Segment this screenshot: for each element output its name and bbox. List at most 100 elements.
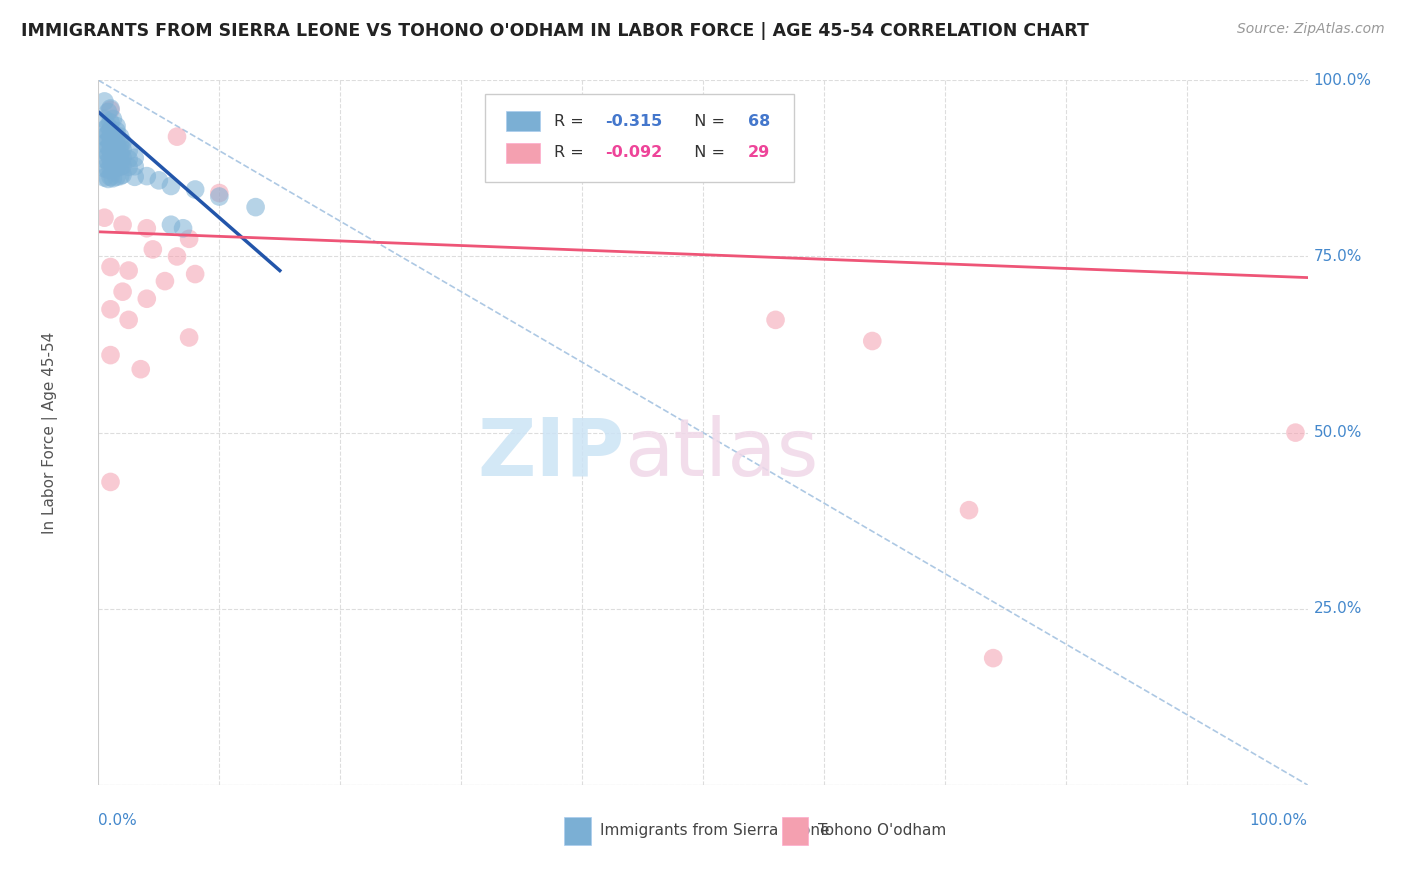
- Point: [97, 133, 120, 147]
- Point: [100, 103, 122, 117]
- Point: [100, 161, 122, 175]
- Point: [97, 147, 120, 161]
- Text: ZIP: ZIP: [477, 415, 624, 492]
- Point: [135, 169, 157, 183]
- Point: [93, 112, 115, 126]
- Point: [118, 160, 141, 174]
- Text: 50.0%: 50.0%: [1313, 425, 1362, 440]
- Point: [93, 95, 115, 109]
- Point: [105, 138, 128, 153]
- Point: [100, 115, 122, 129]
- Point: [105, 119, 128, 133]
- Point: [957, 503, 980, 517]
- Point: [166, 129, 188, 144]
- Point: [93, 136, 115, 151]
- Point: [118, 152, 141, 166]
- Text: -0.092: -0.092: [605, 145, 662, 161]
- Point: [860, 334, 883, 348]
- Text: Source: ZipAtlas.com: Source: ZipAtlas.com: [1237, 22, 1385, 37]
- Point: [184, 182, 207, 196]
- Point: [129, 362, 152, 376]
- Text: 25.0%: 25.0%: [1313, 601, 1362, 616]
- Point: [105, 169, 128, 184]
- Point: [101, 112, 124, 126]
- Point: [105, 131, 128, 145]
- Text: In Labor Force | Age 45-54: In Labor Force | Age 45-54: [42, 332, 58, 533]
- Point: [184, 267, 207, 281]
- Point: [135, 221, 157, 235]
- Point: [111, 168, 134, 182]
- Point: [100, 169, 122, 184]
- Point: [111, 218, 134, 232]
- FancyBboxPatch shape: [564, 817, 591, 845]
- Point: [208, 189, 231, 203]
- Point: [111, 136, 134, 150]
- Point: [93, 122, 115, 136]
- Point: [105, 161, 128, 175]
- Text: N =: N =: [683, 113, 730, 128]
- Point: [101, 140, 124, 154]
- Point: [93, 170, 115, 185]
- Point: [93, 161, 115, 176]
- Point: [97, 126, 120, 140]
- Point: [105, 153, 128, 167]
- Point: [118, 263, 141, 277]
- Point: [118, 144, 141, 158]
- Point: [97, 119, 120, 133]
- Point: [97, 162, 120, 177]
- Point: [101, 162, 124, 177]
- FancyBboxPatch shape: [506, 112, 540, 131]
- Point: [148, 173, 170, 187]
- Point: [101, 171, 124, 186]
- Text: 100.0%: 100.0%: [1313, 73, 1372, 87]
- Point: [142, 243, 165, 257]
- Point: [100, 475, 122, 489]
- Text: -0.315: -0.315: [605, 113, 662, 128]
- Point: [172, 221, 194, 235]
- Point: [108, 129, 131, 144]
- Point: [105, 124, 128, 138]
- Point: [124, 151, 146, 165]
- Text: 29: 29: [748, 145, 770, 161]
- Text: 75.0%: 75.0%: [1313, 249, 1362, 264]
- Point: [111, 159, 134, 173]
- Point: [100, 348, 122, 362]
- Text: IMMIGRANTS FROM SIERRA LEONE VS TOHONO O'ODHAM IN LABOR FORCE | AGE 45-54 CORREL: IMMIGRANTS FROM SIERRA LEONE VS TOHONO O…: [21, 22, 1090, 40]
- Point: [105, 145, 128, 160]
- Point: [108, 144, 131, 158]
- Point: [124, 169, 146, 184]
- Point: [160, 178, 183, 194]
- Point: [108, 160, 131, 174]
- Text: N =: N =: [683, 145, 730, 161]
- Point: [108, 152, 131, 166]
- FancyBboxPatch shape: [782, 817, 808, 845]
- Point: [981, 651, 1004, 665]
- FancyBboxPatch shape: [506, 143, 540, 162]
- Point: [101, 126, 124, 140]
- Point: [100, 144, 122, 158]
- Point: [111, 285, 134, 299]
- Point: [124, 159, 146, 173]
- Text: Immigrants from Sierra Leone: Immigrants from Sierra Leone: [600, 823, 830, 838]
- Point: [100, 302, 122, 317]
- Text: R =: R =: [554, 113, 589, 128]
- Text: Tohono O'odham: Tohono O'odham: [818, 823, 946, 838]
- Point: [208, 186, 231, 200]
- Point: [93, 211, 115, 225]
- Point: [100, 122, 122, 136]
- Text: 100.0%: 100.0%: [1250, 814, 1308, 828]
- Point: [100, 260, 122, 274]
- Text: 68: 68: [748, 113, 770, 128]
- Point: [100, 136, 122, 151]
- Point: [135, 292, 157, 306]
- Point: [101, 154, 124, 169]
- Point: [111, 142, 134, 156]
- Point: [97, 105, 120, 120]
- Point: [1284, 425, 1306, 440]
- Point: [97, 140, 120, 154]
- Point: [108, 136, 131, 151]
- Text: R =: R =: [554, 145, 589, 161]
- Point: [101, 147, 124, 161]
- Point: [100, 129, 122, 144]
- Point: [160, 218, 183, 232]
